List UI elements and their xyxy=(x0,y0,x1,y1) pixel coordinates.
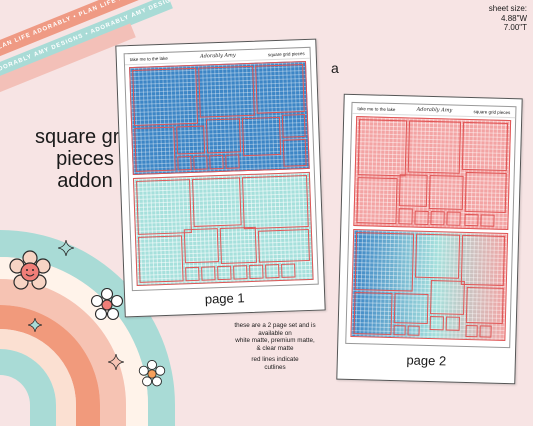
grid-piece xyxy=(132,67,199,126)
grid-piece xyxy=(198,65,255,118)
grid-piece xyxy=(354,232,415,292)
grid-piece xyxy=(430,280,465,315)
grid-piece xyxy=(357,119,408,177)
grid-piece xyxy=(393,293,429,324)
grid-piece xyxy=(233,265,248,280)
sheet-size-width: 4.88"W xyxy=(501,13,527,23)
sparkle-icon-3 xyxy=(28,318,42,332)
page-1-teal-block xyxy=(132,171,314,286)
grid-piece xyxy=(225,154,240,169)
sheet-size-info: sheet size: 4.88"W 7.00"T xyxy=(467,4,527,33)
note-line-4: & clear matte xyxy=(256,344,294,352)
grid-piece xyxy=(414,210,429,225)
grid-piece xyxy=(465,286,504,324)
grid-piece xyxy=(136,179,192,235)
sheet-size-height: 7.00"T xyxy=(503,23,527,32)
grid-piece xyxy=(176,125,206,155)
grid-piece xyxy=(219,226,257,265)
grid-piece xyxy=(356,177,398,225)
note-line-3: white matte, premium matte, xyxy=(235,337,315,344)
page-2-card: take me to the lake Adorably Amy square … xyxy=(336,93,523,385)
grid-piece xyxy=(185,266,200,282)
note-line-6: cutlines xyxy=(264,363,286,371)
grid-piece xyxy=(460,234,506,286)
grid-piece xyxy=(407,325,420,336)
page-1-header-right: square grid pieces xyxy=(267,50,305,57)
title-line-3: addon xyxy=(57,170,113,192)
grid-piece xyxy=(217,265,232,281)
variant-letter: a xyxy=(331,60,339,76)
grid-piece xyxy=(407,120,462,174)
grid-piece xyxy=(446,211,461,226)
smiley-flower-icon xyxy=(9,250,51,290)
grid-piece xyxy=(353,292,393,336)
grid-piece xyxy=(192,177,242,227)
page-2-sheet: take me to the lake Adorably Amy square … xyxy=(345,101,517,349)
rainbow-illustration xyxy=(0,230,175,426)
grid-piece xyxy=(464,171,507,213)
page-1-header-left: take me to the lake xyxy=(129,55,168,62)
grid-piece xyxy=(445,316,460,331)
set-info-note: these are a 2 page set and is available … xyxy=(215,322,335,371)
grid-piece xyxy=(138,235,184,283)
grid-piece xyxy=(464,213,479,227)
flower-icon xyxy=(90,288,124,321)
grid-piece xyxy=(282,139,307,167)
sparkle-icon-2 xyxy=(108,354,124,370)
grid-piece xyxy=(281,263,296,278)
note-line-2: available on xyxy=(258,329,292,337)
note-line-1: these are a 2 page set and is xyxy=(234,322,316,329)
grid-piece xyxy=(249,264,264,280)
page-1-sheet: take me to the lake Adorably Amy square … xyxy=(123,46,319,292)
page-2-header-right: square grid pieces xyxy=(473,108,511,115)
grid-piece xyxy=(465,324,478,338)
page-1-blue-block xyxy=(129,60,310,176)
grid-piece xyxy=(281,114,306,138)
page-2-label: page 2 xyxy=(406,352,447,369)
page-2-header-left: take me to the lake xyxy=(357,105,396,112)
grid-piece xyxy=(205,118,242,154)
page-1-header-logo: Adorably Amy xyxy=(199,52,236,60)
flower-icon-small xyxy=(138,360,166,387)
grid-piece xyxy=(134,126,176,172)
grid-piece xyxy=(428,174,464,210)
grid-piece xyxy=(201,266,216,281)
grid-piece xyxy=(480,214,495,227)
grid-piece xyxy=(257,228,310,263)
grid-piece xyxy=(398,174,428,207)
grid-piece xyxy=(479,325,492,338)
title-line-1: square grid xyxy=(34,126,136,148)
grid-piece xyxy=(193,155,208,170)
page-2-mixed-block xyxy=(350,229,509,342)
grid-piece xyxy=(255,64,305,114)
grid-piece xyxy=(429,316,444,331)
page-1-card: take me to the lake Adorably Amy square … xyxy=(115,38,326,318)
title-line-2: pieces xyxy=(56,148,114,170)
grid-piece xyxy=(430,211,445,226)
note-line-5: red lines indicate xyxy=(251,356,299,363)
sheet-size-label: sheet size: xyxy=(488,4,527,13)
page-1-label: page 1 xyxy=(204,290,245,307)
grid-piece xyxy=(209,154,224,170)
grid-piece xyxy=(183,228,219,264)
page-2-header-logo: Adorably Amy xyxy=(416,106,453,114)
grid-piece xyxy=(461,121,509,172)
page-2-pink-block xyxy=(353,116,512,231)
grid-piece xyxy=(393,325,406,336)
grid-piece xyxy=(177,156,192,171)
grid-piece xyxy=(241,116,282,157)
grid-piece xyxy=(398,208,413,225)
grid-piece xyxy=(265,264,280,279)
sparkle-icon xyxy=(58,240,74,256)
grid-piece xyxy=(241,174,309,230)
grid-piece xyxy=(414,233,461,279)
